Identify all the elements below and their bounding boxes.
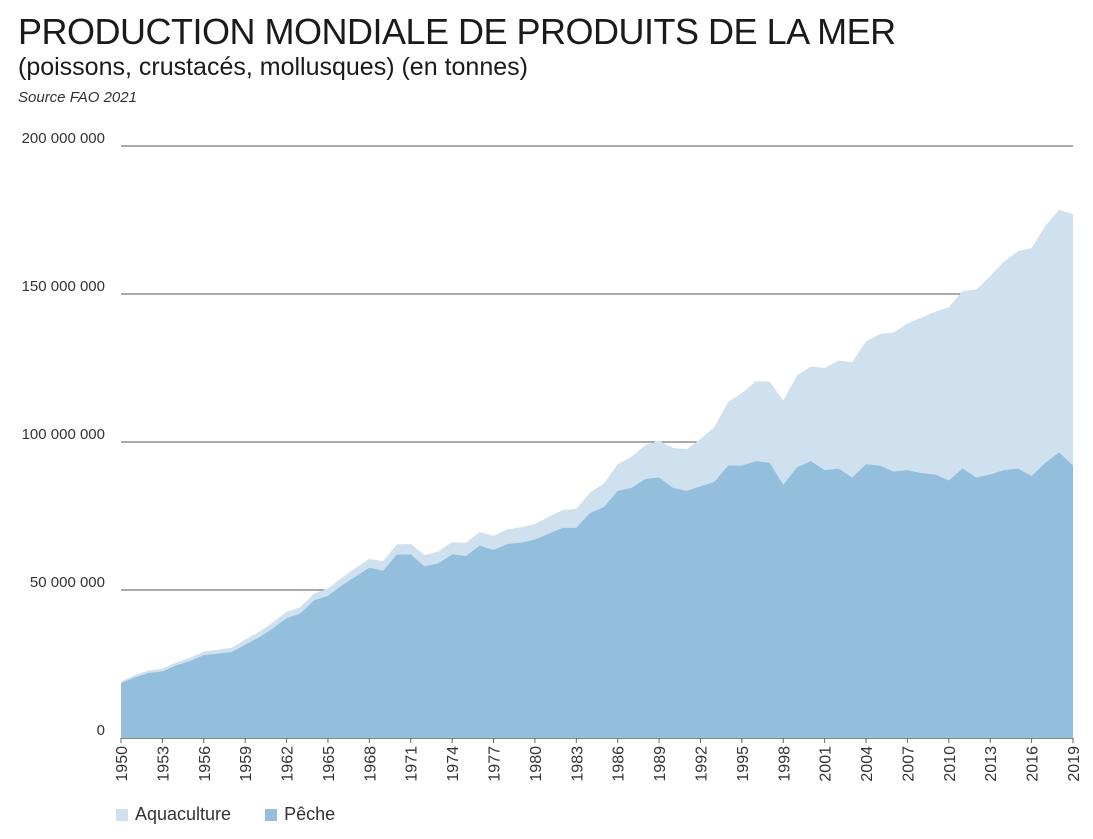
area-peche (121, 452, 1073, 738)
x-axis-labels: 1950 1953 1956 1959 1962 1965 1968 1971 1974 1977… (114, 738, 1083, 782)
x-tick-label: 1971 (404, 746, 421, 782)
chart-subtitle: (poissons, crustacés, mollusques) (en to… (18, 53, 528, 81)
x-tick-label: 1995 (735, 746, 752, 782)
x-tick-label: 2013 (983, 746, 1000, 782)
chart-title: PRODUCTION MONDIALE DE PRODUITS DE LA ME… (18, 11, 896, 52)
x-tick-label: 1980 (528, 746, 545, 782)
x-tick-label: 1968 (362, 746, 379, 782)
x-tick-label: 1998 (776, 746, 793, 782)
legend-label-aquaculture: Aquaculture (135, 804, 232, 824)
x-tick-label: 1983 (569, 746, 586, 782)
x-tick-label: 2001 (818, 746, 835, 782)
x-tick-label: 2010 (942, 746, 959, 782)
y-tick-label: 50 000 000 (30, 574, 105, 591)
x-tick-label: 1992 (693, 746, 710, 782)
chart-source: Source FAO 2021 (18, 89, 137, 106)
legend-item-peche: Pêche (265, 804, 335, 825)
x-tick-label: 1974 (445, 746, 462, 782)
legend-swatch-aquaculture (116, 808, 128, 821)
x-tick-label: 2019 (1066, 746, 1083, 782)
x-tick-label: 1956 (197, 746, 214, 782)
legend: Aquaculture Pêche (116, 804, 369, 825)
y-axis-labels: 0 50 000 000 100 000 000 150 000 000 200 000… (22, 130, 105, 739)
legend-item-aquaculture: Aquaculture (116, 804, 231, 825)
x-tick-label: 2016 (1025, 746, 1042, 782)
series-areas (121, 209, 1073, 738)
x-tick-label: 1989 (652, 746, 669, 782)
y-tick-label: 100 000 000 (22, 426, 105, 443)
x-tick-label: 1965 (321, 746, 338, 782)
x-tick-label: 2004 (859, 746, 876, 782)
x-tick-label: 1962 (280, 746, 297, 782)
y-tick-label: 200 000 000 (22, 130, 105, 147)
x-tick-label: 1953 (155, 746, 172, 782)
y-tick-label: 0 (97, 722, 105, 739)
x-tick-label: 1959 (238, 746, 255, 782)
legend-swatch-peche (265, 808, 278, 821)
x-tick-label: 2007 (900, 746, 917, 782)
y-tick-label: 150 000 000 (22, 278, 105, 295)
legend-label-peche: Pêche (284, 804, 336, 824)
x-tick-label: 1986 (611, 746, 628, 782)
x-tick-label: 1950 (114, 746, 131, 782)
x-tick-label: 1977 (487, 746, 504, 782)
